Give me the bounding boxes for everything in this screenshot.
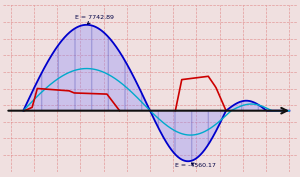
Text: E = -4560.17: E = -4560.17 [175, 163, 216, 168]
Text: E = 7742.89: E = 7742.89 [75, 15, 114, 24]
